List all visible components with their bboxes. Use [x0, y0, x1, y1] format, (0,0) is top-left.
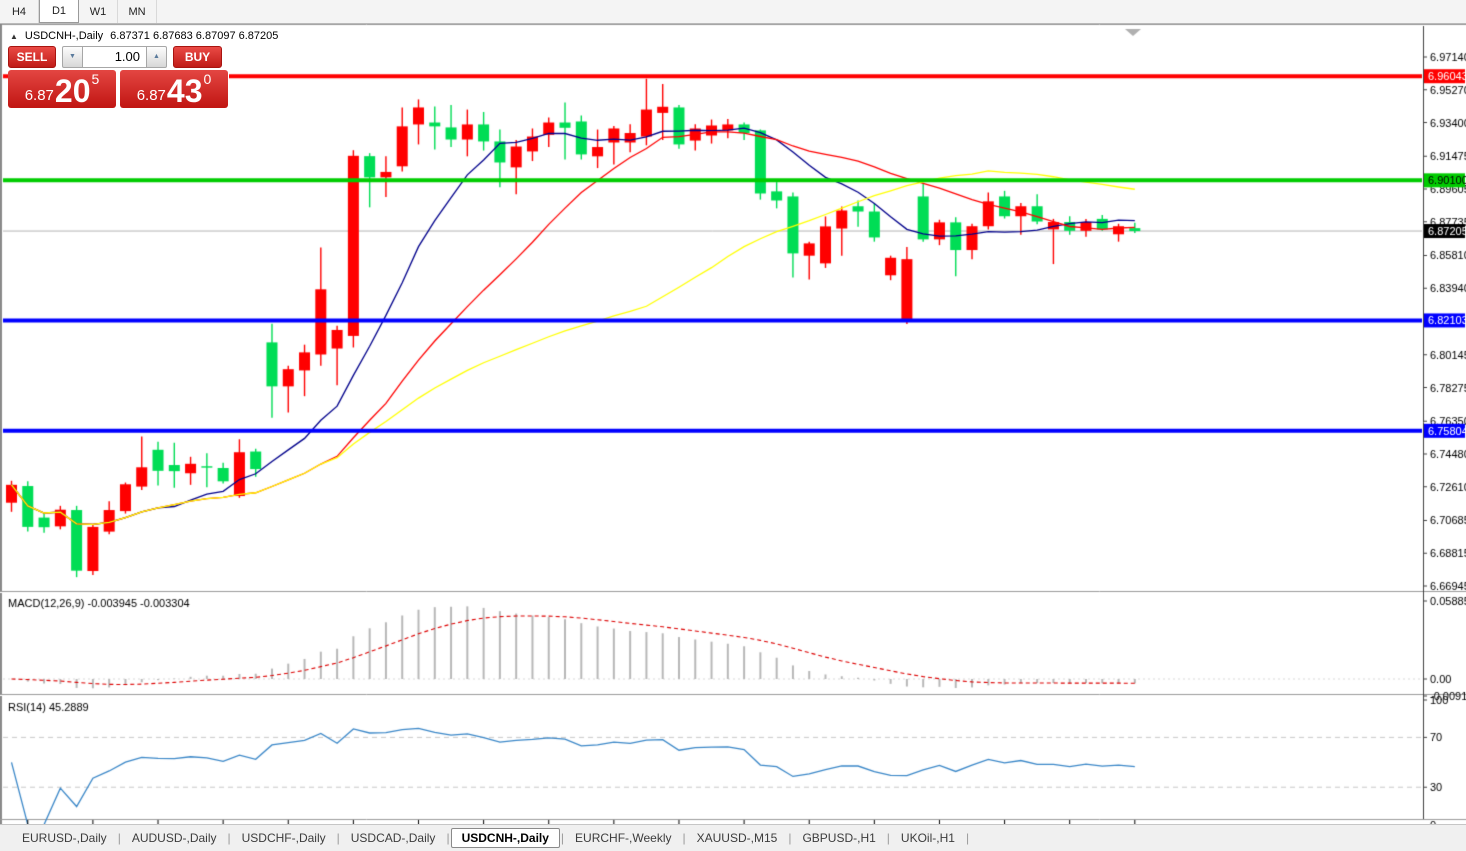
tab-separator: | — [227, 831, 231, 845]
symbol-tab[interactable]: EURUSD-,Daily — [22, 831, 107, 845]
buy-price-small: 6.87 — [136, 87, 166, 104]
volume-increase-button[interactable]: ▲ — [146, 45, 167, 68]
sell-price-small: 6.87 — [24, 87, 54, 104]
collapse-panel-icon[interactable]: ▲ — [10, 31, 18, 41]
buy-button[interactable]: BUY — [173, 45, 222, 68]
volume-input[interactable] — [83, 45, 146, 68]
symbol-tab[interactable]: UKOil-,H1 — [900, 831, 955, 845]
tab-separator: | — [117, 831, 121, 845]
timeframe-button-mn[interactable]: MN — [118, 0, 157, 23]
tab-separator: | — [446, 831, 450, 845]
buy-price-big: 43 — [166, 72, 203, 109]
timeframe-toolbar: H4 D1 W1 MN — [0, 0, 1466, 24]
symbol-tab-active[interactable]: USDCNH-,Daily — [450, 828, 560, 848]
chart-window: ▲ USDCNH-,Daily 6.87371 6.87683 6.87097 … — [0, 24, 1466, 824]
symbol-tab-bar: EURUSD-,Daily | AUDUSD-,Daily | USDCHF-,Dail… — [0, 824, 1466, 851]
symbol-tab[interactable]: USDCHF-,Daily — [241, 831, 326, 845]
trade-panel-prices: 6.87 20 5 6.87 43 0 — [8, 70, 229, 108]
symbol-tab[interactable]: GBPUSD-,H1 — [802, 831, 876, 845]
tab-separator: | — [336, 831, 340, 845]
timeframe-button-w1[interactable]: W1 — [79, 0, 118, 23]
tab-separator: | — [886, 831, 890, 845]
one-click-trade-panel: SELL ▼ ▲ BUY 6.87 20 5 6.87 43 0 — [8, 45, 229, 108]
volume-decrease-button[interactable]: ▼ — [62, 45, 83, 68]
buy-price-button[interactable]: 6.87 43 0 — [120, 70, 228, 108]
chart-canvas[interactable] — [0, 24, 1466, 824]
timeframe-button-d1[interactable]: D1 — [39, 0, 79, 23]
symbol-tab[interactable]: USDCAD-,Daily — [350, 831, 436, 845]
tab-separator: | — [965, 831, 970, 845]
timeframe-button-h4[interactable]: H4 — [0, 0, 39, 23]
symbol-tab[interactable]: XAUUSD-,M15 — [696, 831, 778, 845]
sell-price-button[interactable]: 6.87 20 5 — [8, 70, 116, 108]
trade-panel-controls: SELL ▼ ▲ BUY — [8, 45, 229, 68]
tab-separator: | — [682, 831, 686, 845]
sell-price-sup: 5 — [91, 71, 100, 87]
chart-title: USDCNH-,Daily — [24, 30, 104, 42]
sell-price-big: 20 — [54, 72, 91, 109]
chart-ohlc-values: 6.87371 6.87683 6.87097 6.87205 — [110, 30, 279, 42]
tab-separator: | — [560, 831, 565, 845]
sell-button[interactable]: SELL — [8, 45, 56, 68]
chart-header: ▲ USDCNH-,Daily 6.87371 6.87683 6.87097 … — [10, 30, 278, 42]
symbol-tab[interactable]: EURCHF-,Weekly — [575, 831, 672, 845]
tab-separator: | — [788, 831, 792, 845]
buy-price-sup: 0 — [203, 71, 212, 87]
symbol-tab[interactable]: AUDUSD-,Daily — [131, 831, 217, 845]
